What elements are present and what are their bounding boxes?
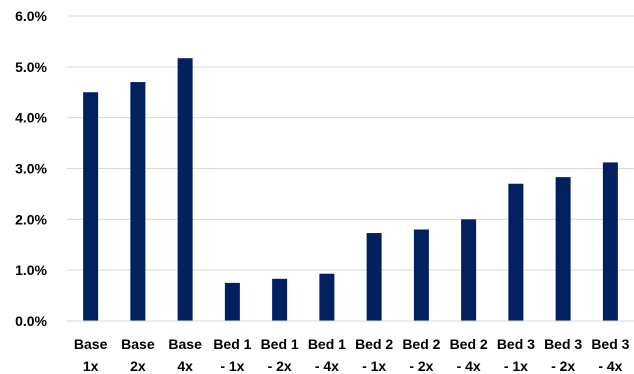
bar: [83, 92, 99, 321]
bar: [319, 273, 335, 321]
x-category-label: Base: [121, 336, 155, 352]
bar: [461, 219, 477, 321]
y-tick-label: 2.0%: [15, 211, 47, 227]
bar: [508, 183, 524, 321]
x-axis-category-labels: Base 1x Base 2x Base 4x Bed 1 - 1x Bed 1 - 2x Bed …: [74, 336, 630, 374]
bar: [130, 82, 146, 321]
x-category-label: 2x: [130, 358, 146, 374]
x-category-label: 4x: [177, 358, 193, 374]
x-category-label: - 2x: [409, 358, 433, 374]
bars: [83, 58, 618, 322]
x-category-label: Base: [74, 336, 108, 352]
x-category-label: Bed 3: [591, 336, 629, 352]
y-tick-label: 6.0%: [15, 8, 47, 24]
y-tick-label: 1.0%: [15, 262, 47, 278]
x-category-label: Base: [168, 336, 202, 352]
y-tick-label: 3.0%: [15, 161, 47, 177]
bar: [272, 278, 288, 321]
x-category-label: - 4x: [315, 358, 339, 374]
bar: [413, 229, 429, 321]
gridlines: [67, 15, 634, 271]
x-category-label: - 1x: [362, 358, 386, 374]
bar: [366, 233, 382, 321]
x-category-label: - 2x: [268, 358, 292, 374]
bar: [224, 282, 240, 321]
bar: [177, 58, 193, 322]
x-category-label: Bed 3: [544, 336, 582, 352]
x-category-label: - 1x: [504, 358, 528, 374]
y-tick-label: 4.0%: [15, 110, 47, 126]
x-category-label: Bed 3: [497, 336, 535, 352]
x-category-label: - 1x: [220, 358, 244, 374]
x-category-label: Bed 1: [308, 336, 346, 352]
x-category-label: Bed 1: [261, 336, 299, 352]
y-tick-label: 0.0%: [15, 313, 47, 329]
bar: [602, 162, 618, 321]
x-category-label: 1x: [83, 358, 99, 374]
x-category-label: - 4x: [598, 358, 622, 374]
x-category-label: - 2x: [551, 358, 575, 374]
bar: [555, 177, 571, 321]
x-category-label: Bed 2: [402, 336, 440, 352]
y-axis-tick-labels: 0.0% 1.0% 2.0% 3.0% 4.0% 5.0% 6.0%: [15, 8, 47, 329]
x-category-label: Bed 2: [450, 336, 488, 352]
y-tick-label: 5.0%: [15, 59, 47, 75]
x-category-label: - 4x: [457, 358, 481, 374]
x-category-label: Bed 2: [355, 336, 393, 352]
x-category-label: Bed 1: [213, 336, 251, 352]
